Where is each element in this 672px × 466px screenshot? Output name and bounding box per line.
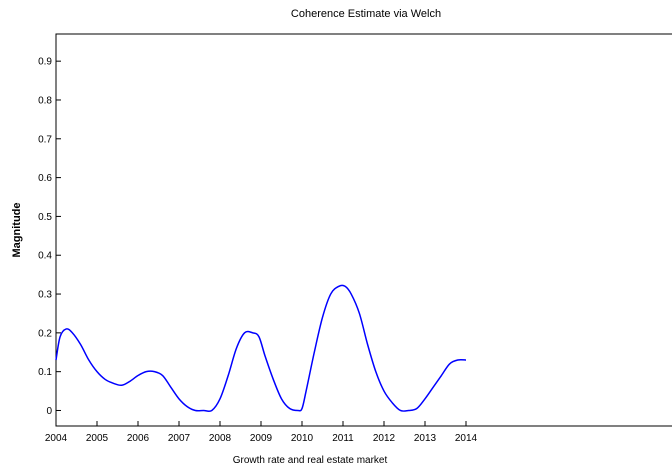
x-axis-label: Growth rate and real estate market xyxy=(233,455,388,466)
y-tick-label: 0.1 xyxy=(38,367,52,378)
coherence-line xyxy=(55,284,467,413)
y-tick-label: 0.2 xyxy=(38,328,52,339)
y-tick-label: 0.4 xyxy=(38,251,52,262)
y-tick-label: 0.6 xyxy=(38,173,52,184)
y-tick-label: 0.3 xyxy=(38,290,52,301)
x-tick-label: 2010 xyxy=(291,433,314,444)
y-tick-label: 0 xyxy=(46,406,52,417)
y-axis-ticks: 0 0.1 0.2 0.3 0.4 0.5 0.6 0.7 0.8 0.9 xyxy=(38,57,61,417)
x-tick-label: 2007 xyxy=(168,433,191,444)
x-tick-label: 2014 xyxy=(455,433,478,444)
y-tick-label: 0.5 xyxy=(38,212,52,223)
y-tick-label: 0.8 xyxy=(38,95,52,106)
x-axis-ticks: 2004 2005 2006 2007 2008 2009 2010 2011 2012 2013… xyxy=(45,421,478,444)
y-tick-label: 0.9 xyxy=(38,57,52,68)
chart-title: Coherence Estimate via Welch xyxy=(291,8,441,20)
x-tick-label: 2012 xyxy=(373,433,396,444)
y-axis-label: Magnitude xyxy=(11,203,23,258)
plot-area xyxy=(55,33,672,427)
x-tick-label: 2009 xyxy=(250,433,273,444)
x-tick-label: 2005 xyxy=(86,433,109,444)
y-tick-label: 0.7 xyxy=(38,134,52,145)
x-tick-label: 2013 xyxy=(414,433,437,444)
x-tick-label: 2006 xyxy=(127,433,150,444)
x-tick-label: 2011 xyxy=(332,433,354,444)
x-tick-label: 2004 xyxy=(45,433,68,444)
x-tick-label: 2008 xyxy=(209,433,232,444)
